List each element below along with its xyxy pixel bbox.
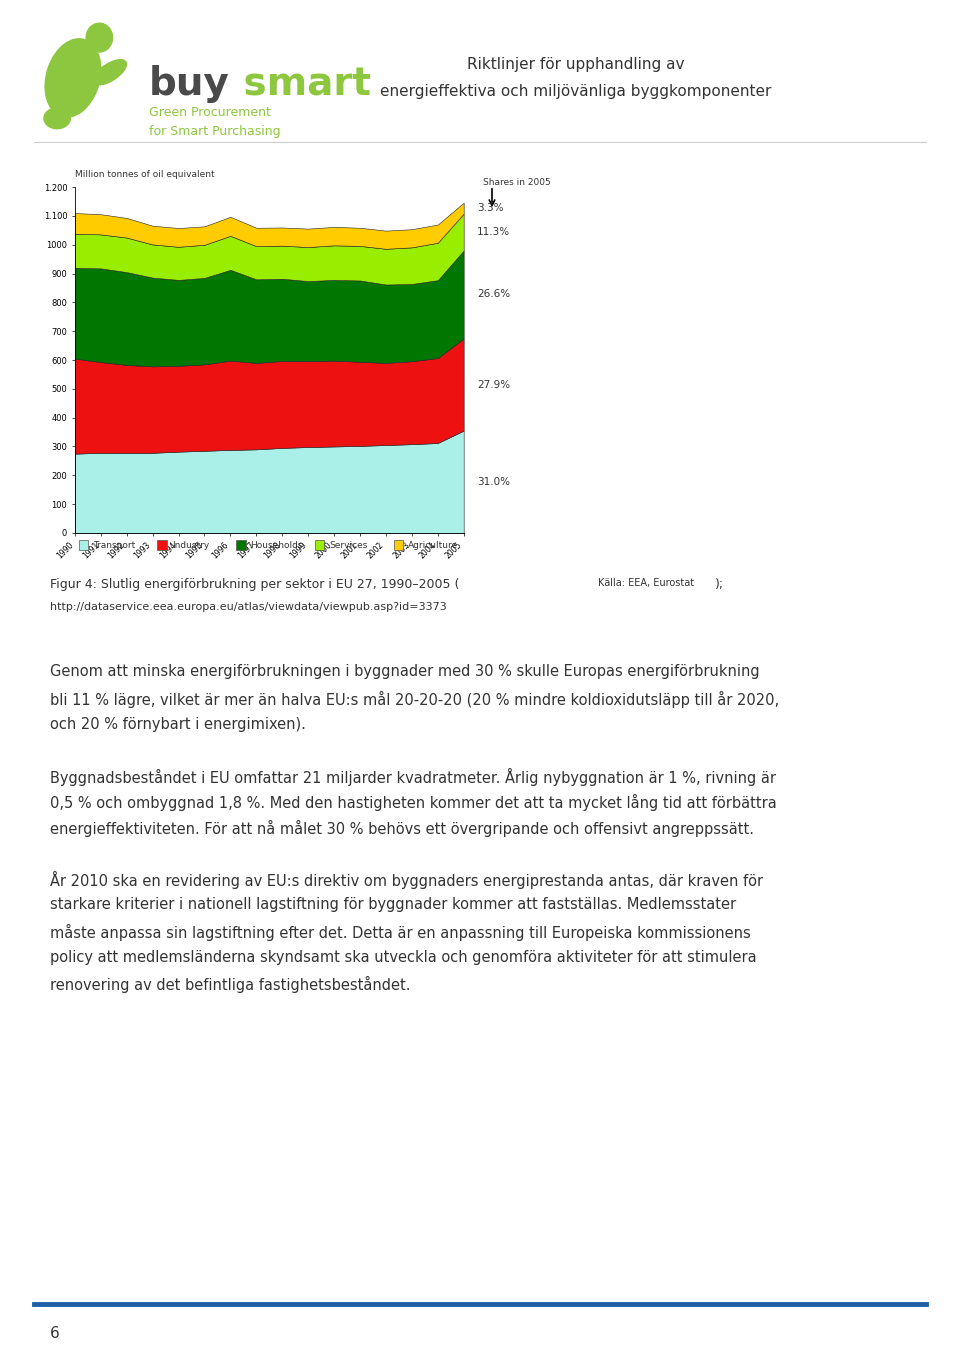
Text: måste anpassa sin lagstiftning efter det. Detta är en anpassning till Europeiska: måste anpassa sin lagstiftning efter det… xyxy=(50,923,751,941)
Text: 11.3%: 11.3% xyxy=(477,226,511,237)
Text: bli 11 % lägre, vilket är mer än halva EU:s mål 20-20-20 (20 % mindre koldioxidu: bli 11 % lägre, vilket är mer än halva E… xyxy=(50,692,780,708)
Text: for Smart Purchasing: for Smart Purchasing xyxy=(149,125,280,138)
Text: starkare kriterier i nationell lagstiftning för byggnader kommer att fastställas: starkare kriterier i nationell lagstiftn… xyxy=(50,898,736,913)
Text: Green Procurement: Green Procurement xyxy=(149,106,271,119)
Text: policy att medlemsländerna skyndsamt ska utveckla och genomföra aktiviteter för : policy att medlemsländerna skyndsamt ska… xyxy=(50,951,756,965)
Text: Källa: EEA, Eurostat: Källa: EEA, Eurostat xyxy=(598,578,694,587)
Text: Agriculture: Agriculture xyxy=(408,541,458,549)
Ellipse shape xyxy=(44,108,70,129)
Text: energieffektiviteten. För att nå målet 30 % behövs ett övergripande och offensiv: energieffektiviteten. För att nå målet 3… xyxy=(50,820,754,838)
Text: Industry: Industry xyxy=(172,541,209,549)
Text: Riktlinjer för upphandling av: Riktlinjer för upphandling av xyxy=(468,57,684,72)
Text: Figur 4: Slutlig energiförbrukning per sektor i EU 27, 1990–2005 (: Figur 4: Slutlig energiförbrukning per s… xyxy=(50,578,459,591)
Text: );: ); xyxy=(715,578,725,591)
Text: 27.9%: 27.9% xyxy=(477,380,511,389)
Text: Genom att minska energiförbrukningen i byggnader med 30 % skulle Europas energif: Genom att minska energiförbrukningen i b… xyxy=(50,664,759,679)
Text: År 2010 ska en revidering av EU:s direktiv om byggnaders energiprestanda antas, : År 2010 ska en revidering av EU:s direkt… xyxy=(50,871,763,888)
Text: 31.0%: 31.0% xyxy=(477,477,510,487)
Text: smart: smart xyxy=(230,65,372,103)
Text: och 20 % förnybart i energimixen).: och 20 % förnybart i energimixen). xyxy=(50,717,306,732)
Text: 6: 6 xyxy=(50,1326,60,1341)
Text: 3.3%: 3.3% xyxy=(477,203,504,213)
Text: buy: buy xyxy=(149,65,229,103)
Text: Shares in 2005: Shares in 2005 xyxy=(483,178,551,187)
Text: Byggnadsbeståndet i EU omfattar 21 miljarder kvadratmeter. Årlig nybyggnation är: Byggnadsbeståndet i EU omfattar 21 milja… xyxy=(50,767,776,785)
Ellipse shape xyxy=(93,60,127,85)
Text: Services: Services xyxy=(329,541,368,549)
Text: 26.6%: 26.6% xyxy=(477,289,511,300)
Text: 0,5 % och ombyggnad 1,8 %. Med den hastigheten kommer det att ta mycket lång tid: 0,5 % och ombyggnad 1,8 %. Med den hasti… xyxy=(50,795,777,811)
Text: http://dataservice.eea.europa.eu/atlas/viewdata/viewpub.asp?id=3373: http://dataservice.eea.europa.eu/atlas/v… xyxy=(50,602,446,612)
Text: energieffektiva och miljövänliga byggkomponenter: energieffektiva och miljövänliga byggkom… xyxy=(380,84,772,99)
Ellipse shape xyxy=(45,39,101,117)
Text: renovering av det befintliga fastighetsbeståndet.: renovering av det befintliga fastighetsb… xyxy=(50,976,411,994)
Text: Million tonnes of oil equivalent: Million tonnes of oil equivalent xyxy=(75,170,214,179)
Ellipse shape xyxy=(86,23,112,52)
Text: Households: Households xyxy=(251,541,303,549)
Text: Transport: Transport xyxy=(93,541,135,549)
